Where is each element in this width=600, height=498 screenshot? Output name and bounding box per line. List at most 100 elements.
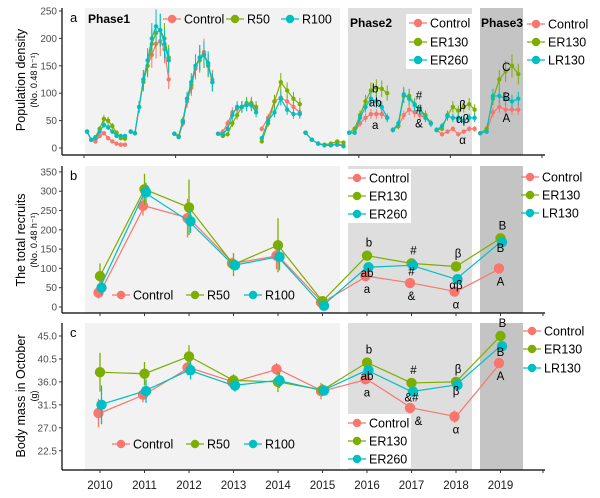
data-point-R50-2010 — [101, 116, 107, 122]
data-point-R100-2012 — [185, 216, 196, 227]
legend-item-R50: R50 — [207, 438, 230, 452]
panel-b: 0 50 100 150 200 250 300 350 The total recruits(… — [14, 166, 582, 316]
data-point-ER260-2018 — [456, 115, 461, 121]
data-point-R100-2014 — [274, 375, 285, 386]
legend-item-ER130: ER130 — [430, 36, 468, 50]
series-line-ER130 — [322, 361, 457, 391]
legend-marker — [352, 436, 362, 446]
data-point-Control-2014 — [271, 363, 282, 375]
significance-letter: αβ — [456, 114, 470, 126]
legend-marker — [352, 173, 362, 183]
series-line-Control — [99, 205, 323, 303]
y-tick-label: 350 — [40, 167, 57, 178]
significance-letter: a — [372, 120, 379, 132]
phase2-legend: Control ER130 ER260 — [345, 414, 411, 468]
significance-letter: b — [366, 345, 372, 357]
data-point-R100-2013 — [225, 126, 230, 132]
significance-letter: a — [364, 387, 371, 399]
y-tick-label: 36.0 — [38, 377, 58, 388]
x-tick-label-2013: 2013 — [221, 480, 247, 492]
series-line-Control — [99, 366, 323, 414]
phase3-label: Phase3 — [481, 16, 523, 30]
x-tick-label-2017: 2017 — [399, 480, 425, 492]
data-point-LR130-2019 — [484, 129, 489, 134]
data-point-ER260-2018 — [472, 115, 477, 121]
significance-letter: a — [364, 284, 371, 296]
data-point-Control-2017 — [412, 110, 417, 115]
legend-marker — [352, 209, 362, 219]
data-point-Control-2017 — [406, 107, 412, 112]
data-point-ER130-2016 — [374, 85, 379, 90]
data-point-R100-2014 — [265, 118, 271, 123]
data-point-R100-2012 — [205, 60, 211, 66]
series-line-Control — [322, 378, 457, 418]
panel-label: b — [70, 168, 77, 183]
significance-letter: & — [415, 118, 423, 130]
series-line-ER130 — [455, 335, 501, 383]
x-tick-label-2014: 2014 — [265, 480, 291, 492]
data-point-R100-2011 — [140, 187, 152, 198]
data-point-R50-2010 — [105, 118, 111, 123]
data-point-LR130-2019 — [478, 131, 483, 136]
data-point-R100-2015 — [318, 385, 330, 396]
panel-label: a — [70, 10, 78, 25]
significance-letter: β — [455, 364, 462, 376]
data-point-R100-2014 — [259, 135, 264, 141]
data-point-R100-2013 — [215, 131, 221, 136]
panel-c: 22.5 27.0 31.5 36.0 40.5 45.0 Body mass in Oct… — [14, 318, 584, 473]
data-point-ER130-2016 — [368, 88, 374, 93]
series-line-ER260 — [322, 264, 457, 307]
data-point-R50-2013 — [234, 112, 240, 118]
data-point-Control-2018 — [449, 411, 460, 422]
data-point-Control-2011 — [137, 200, 149, 212]
data-point-R100-2011 — [166, 58, 171, 63]
phase1-legend: Control R50 R100 — [112, 289, 295, 303]
data-point-R100-2013 — [244, 103, 249, 108]
data-point-R100-2015 — [318, 300, 330, 312]
data-point-ER260-2016 — [363, 104, 368, 110]
significance-letter: b — [366, 238, 372, 250]
data-point-R100-2011 — [162, 41, 167, 47]
data-point-R100-2014 — [291, 111, 296, 117]
data-point-ER260-2018 — [461, 118, 466, 123]
data-point-Control-2010 — [110, 139, 115, 144]
significance-letter: C — [502, 62, 510, 74]
data-point-R50-2015 — [341, 140, 346, 145]
data-point-LR130-2019 — [509, 99, 515, 104]
data-point-R100-2010 — [110, 129, 115, 134]
legend-item-R100: R100 — [265, 438, 295, 452]
data-point-R100-2012 — [172, 131, 177, 136]
significance-letter: # — [408, 266, 415, 278]
data-point-R100-2010 — [101, 122, 107, 128]
data-point-Control-2014 — [291, 104, 296, 110]
significance-letter: β — [459, 100, 466, 112]
significance-letter: α — [459, 135, 466, 147]
legend-item-R50: R50 — [207, 289, 230, 303]
data-point-R50-2013 — [253, 104, 259, 110]
data-point-R100-2015 — [322, 143, 327, 148]
y-tick-label: 250 — [40, 206, 57, 217]
y-tick-label: 50 — [46, 283, 58, 294]
data-point-R100-2010 — [96, 282, 107, 293]
y-tick-label: 27.0 — [38, 423, 58, 434]
data-point-ER130-2016 — [379, 86, 384, 92]
data-point-ER130-2018 — [456, 108, 461, 113]
data-point-ER260-2017 — [407, 260, 419, 271]
data-point-Control-2018 — [456, 132, 461, 137]
significance-letter: # — [410, 245, 417, 257]
significance-letter: ab — [361, 371, 374, 383]
data-point-LR130-2019 — [503, 96, 508, 101]
legend-item-ER130: ER130 — [544, 343, 582, 357]
data-point-ER260-2018 — [452, 379, 463, 391]
data-point-R100-2011 — [141, 77, 146, 82]
data-point-Control-2010 — [97, 133, 102, 139]
data-point-R100-2015 — [334, 142, 340, 147]
data-point-R100-2012 — [210, 80, 215, 85]
legend-item-LR130: LR130 — [542, 207, 579, 221]
data-point-R100-2013 — [234, 104, 240, 110]
legend-marker — [527, 326, 537, 336]
data-point-ER260-2016 — [352, 130, 357, 135]
data-point-Control-2018 — [449, 286, 460, 297]
legend-item-ER130: ER130 — [369, 190, 407, 204]
legend-marker — [116, 290, 126, 300]
